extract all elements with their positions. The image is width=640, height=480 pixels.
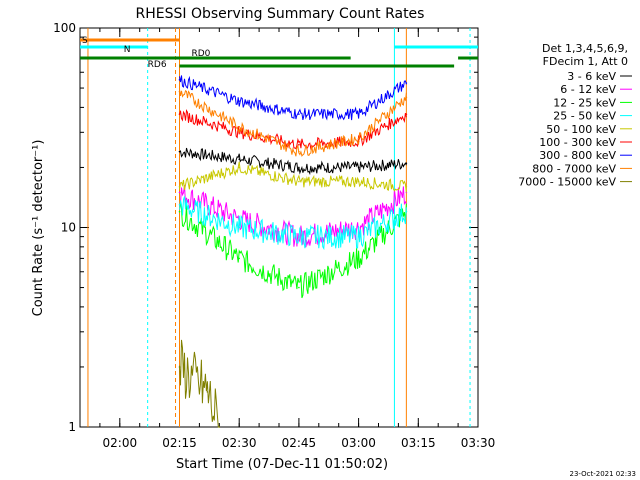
series-point-0 [238, 158, 240, 160]
series-point-6 [298, 113, 300, 115]
series-point-6 [238, 100, 240, 102]
series-point-0 [357, 166, 360, 169]
series-point-2 [298, 286, 300, 289]
series-line-5 [179, 109, 407, 151]
legend-label: 100 - 300 keV [539, 136, 616, 149]
series-point-6 [405, 82, 408, 84]
series-point-3 [357, 235, 360, 238]
series-point-8 [218, 426, 221, 428]
axes-frame [79, 27, 479, 428]
series-point-2 [178, 210, 181, 213]
flag-label: S [82, 36, 88, 46]
x-tick-label: 02:15 [162, 436, 197, 450]
series-point-6 [178, 78, 181, 81]
y-axis-label: Count Rate (s⁻¹ detector⁻¹) [31, 140, 46, 317]
series-point-4 [238, 166, 240, 169]
legend-label: 300 - 800 keV [539, 149, 616, 162]
series-point-7 [178, 90, 181, 93]
series-point-0 [298, 166, 300, 169]
y-tick-label: 100 [53, 21, 76, 35]
legend-label: 12 - 25 keV [553, 96, 616, 109]
series-point-2 [238, 257, 240, 260]
series-point-6 [357, 113, 360, 115]
series-point-7 [405, 96, 408, 98]
x-tick-label: 02:30 [222, 436, 257, 450]
series-point-0 [178, 150, 181, 153]
series-line-6 [179, 75, 407, 121]
series-point-7 [238, 125, 240, 128]
legend-label: 25 - 50 keV [553, 110, 616, 123]
flag-label: N [124, 45, 131, 55]
series-point-8 [206, 391, 209, 393]
legend: Det 1,3,4,5,6,9,FDecim 1, Att 0 3 - 6 keV… [518, 42, 632, 189]
legend-header: Det 1,3,4,5,6,9, [542, 42, 628, 55]
plot-area: 1 10 100 02:00 02:15 02:30 02:45 03:00 03:15 03:3… [53, 21, 495, 450]
series-point-5 [178, 113, 181, 115]
series-line-7 [179, 89, 407, 157]
series-point-4 [178, 185, 181, 188]
series-point-4 [357, 180, 360, 183]
series-point-3 [178, 203, 181, 206]
x-axis-label: Start Time (07-Dec-11 01:50:02) [176, 457, 388, 472]
legend-label: 6 - 12 keV [560, 83, 616, 96]
series-point-0 [405, 162, 408, 165]
legend-label: 800 - 7000 keV [532, 162, 616, 175]
series-point-3 [405, 210, 408, 213]
series-point-7 [298, 150, 300, 153]
series-line-4 [179, 161, 407, 193]
series-point-1 [178, 191, 181, 194]
flag-label: RD0 [191, 49, 210, 59]
series-point-2 [357, 257, 360, 260]
y-tick-label: 1 [68, 420, 76, 434]
legend-header: FDecim 1, Att 0 [543, 55, 628, 68]
series-point-3 [238, 226, 240, 229]
chart-title: RHESSI Observing Summary Count Rates [136, 6, 425, 22]
series-line-3 [179, 196, 407, 251]
timestamp: 23-Oct-2021 02:33 [570, 470, 636, 478]
series-point-5 [405, 113, 408, 115]
x-tick-label: 02:00 [103, 436, 138, 450]
legend-label: 50 - 100 keV [546, 123, 616, 136]
x-tick-label: 03:30 [461, 436, 496, 450]
series-line-2 [179, 202, 407, 299]
x-tick-label: 02:45 [282, 436, 317, 450]
series-point-8 [178, 366, 181, 368]
x-tick-label: 03:00 [341, 436, 376, 450]
series-point-4 [298, 180, 300, 183]
series-point-5 [298, 143, 300, 146]
series-point-7 [357, 137, 360, 140]
y-tick-label: 10 [61, 221, 76, 235]
legend-label: 3 - 6 keV [567, 70, 616, 83]
series-point-4 [405, 185, 408, 188]
legend-label: 7000 - 15000 keV [518, 176, 616, 189]
x-tick-label: 03:15 [401, 436, 436, 450]
flag-label: RD6 [148, 60, 167, 70]
series-line-1 [179, 184, 407, 248]
series-point-3 [298, 235, 300, 238]
series-line-0 [179, 147, 407, 176]
series-line-8 [179, 339, 220, 428]
